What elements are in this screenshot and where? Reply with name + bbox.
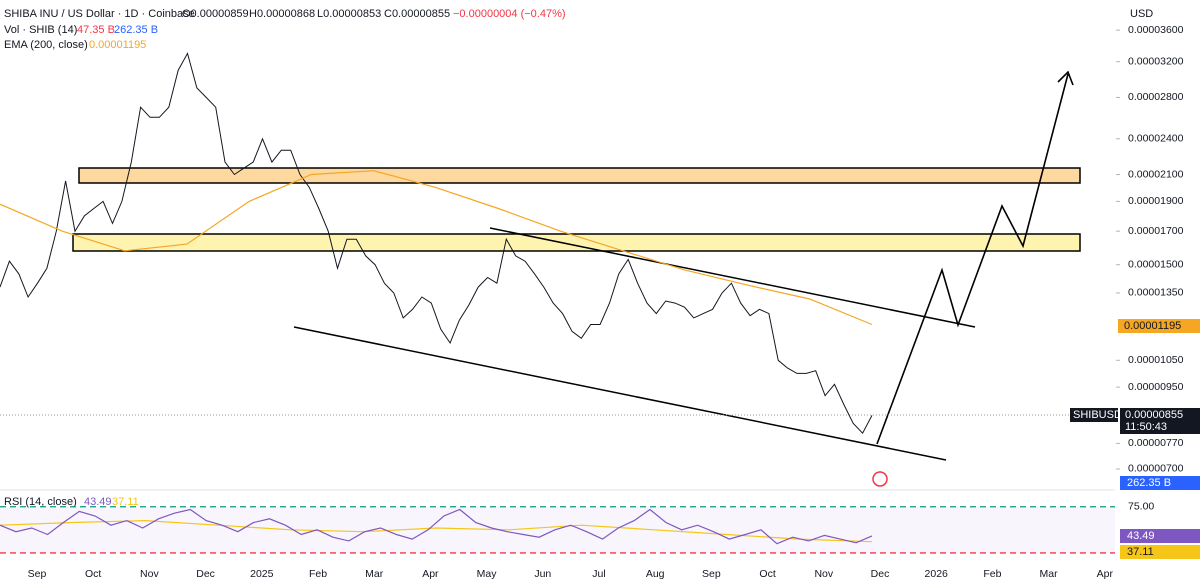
- vol-value: 47.35 B: [77, 24, 115, 36]
- support-zone: [72, 233, 1081, 252]
- y-tick-label: 0.00002400: [1128, 133, 1184, 145]
- x-tick-label: 2026: [925, 568, 949, 580]
- logo: [872, 471, 888, 487]
- x-tick-label: Sep: [702, 568, 721, 580]
- y-tick-label: 0.00000770: [1128, 437, 1184, 449]
- channel-upper: [489, 227, 976, 328]
- price-badge: [1120, 408, 1200, 434]
- x-tick-label: Feb: [983, 568, 1001, 580]
- x-tick-label: Jun: [534, 568, 551, 580]
- ema-line: [0, 170, 873, 326]
- ema-badge: [1118, 319, 1200, 333]
- x-tick-label: Mar: [365, 568, 384, 580]
- y-tick-label: 0.00003600: [1128, 24, 1184, 36]
- price-line: [0, 52, 873, 435]
- y-tick-label: 0.00001350: [1128, 287, 1184, 299]
- symbol-badge: [1070, 408, 1118, 422]
- x-tick-label: Oct: [85, 568, 101, 580]
- low: L0.00000853: [317, 8, 381, 20]
- x-tick-label: Nov: [814, 568, 833, 580]
- x-tick-label: Oct: [759, 568, 775, 580]
- symbol: SHIBA INU / US Dollar · 1D · Coinbase: [4, 8, 195, 20]
- rsi-band: [0, 506, 1115, 553]
- header: SHIBA INU / US Dollar · 1D · Coinbase O0…: [4, 8, 1153, 508]
- y-tick-label: 0.00002800: [1128, 91, 1184, 103]
- rsi-ma-line: [0, 519, 873, 543]
- ema-badge-text: 0.00001195: [1124, 320, 1181, 332]
- y-tick-label: 0.00003200: [1128, 55, 1184, 67]
- rsi-header-ma: 37.11: [112, 496, 139, 508]
- resistance-zone: [78, 167, 1081, 184]
- currency: USD: [1130, 8, 1153, 20]
- close: C0.00000855: [384, 8, 450, 20]
- symbol-badge-text: SHIBUSD: [1073, 409, 1122, 421]
- x-tick-label: Mar: [1040, 568, 1059, 580]
- y-tick-label: 0.00001050: [1128, 354, 1184, 366]
- vol-badge-text: 262.35 B: [1127, 477, 1171, 489]
- rsi-ma-badge-text: 37.11: [1127, 546, 1154, 558]
- change: −0.00000004 (−0.47%): [453, 8, 566, 20]
- rsi-name: RSI (14, close): [4, 496, 77, 508]
- x-tick-label: Sep: [28, 568, 47, 580]
- countdown: 11:50:43: [1125, 421, 1167, 433]
- high: H0.00000868: [249, 8, 315, 20]
- x-tick-label: Feb: [309, 568, 327, 580]
- rsi-tick-label: 75.00: [1128, 501, 1154, 513]
- vol-name: Vol · SHIB (14): [4, 24, 77, 36]
- y-tick-label: 0.00000950: [1128, 381, 1184, 393]
- x-tick-label: Jul: [592, 568, 605, 580]
- rsi-line: [0, 508, 873, 545]
- y-tick-label: 0.00001700: [1128, 225, 1184, 237]
- rsi-badge: [1120, 529, 1200, 543]
- arrow-head: [1057, 70, 1074, 86]
- projection-arrow: [876, 73, 1069, 445]
- rsi-badge-text: 43.49: [1127, 530, 1155, 542]
- vol-badge: [1120, 476, 1200, 490]
- x-tick-label: Nov: [140, 568, 159, 580]
- ema-value: 0.00001195: [89, 39, 146, 51]
- x-tick-label: Dec: [196, 568, 215, 580]
- y-tick-label: 0.00001500: [1128, 259, 1184, 271]
- x-tick-label: Apr: [422, 568, 439, 580]
- channel-lower: [293, 326, 947, 461]
- vol-ma: 262.35 B: [114, 24, 158, 36]
- open: O0.00000859: [182, 8, 249, 20]
- y-tick-label: 0.00002100: [1128, 168, 1184, 180]
- x-tick-label: Aug: [646, 568, 665, 580]
- x-tick-label: 2025: [250, 568, 274, 580]
- y-tick-label: 0.00000700: [1128, 463, 1184, 475]
- ema-name: EMA (200, close): [4, 39, 88, 51]
- rsi-ma-badge: [1120, 545, 1200, 559]
- x-tick-label: May: [477, 568, 498, 580]
- y-tick-label: 0.00001900: [1128, 195, 1184, 207]
- x-tick-label: Apr: [1097, 568, 1114, 580]
- price-badge-text: 0.00000855: [1125, 409, 1183, 421]
- rsi-header-value: 43.49: [84, 496, 112, 508]
- x-tick-label: Dec: [871, 568, 890, 580]
